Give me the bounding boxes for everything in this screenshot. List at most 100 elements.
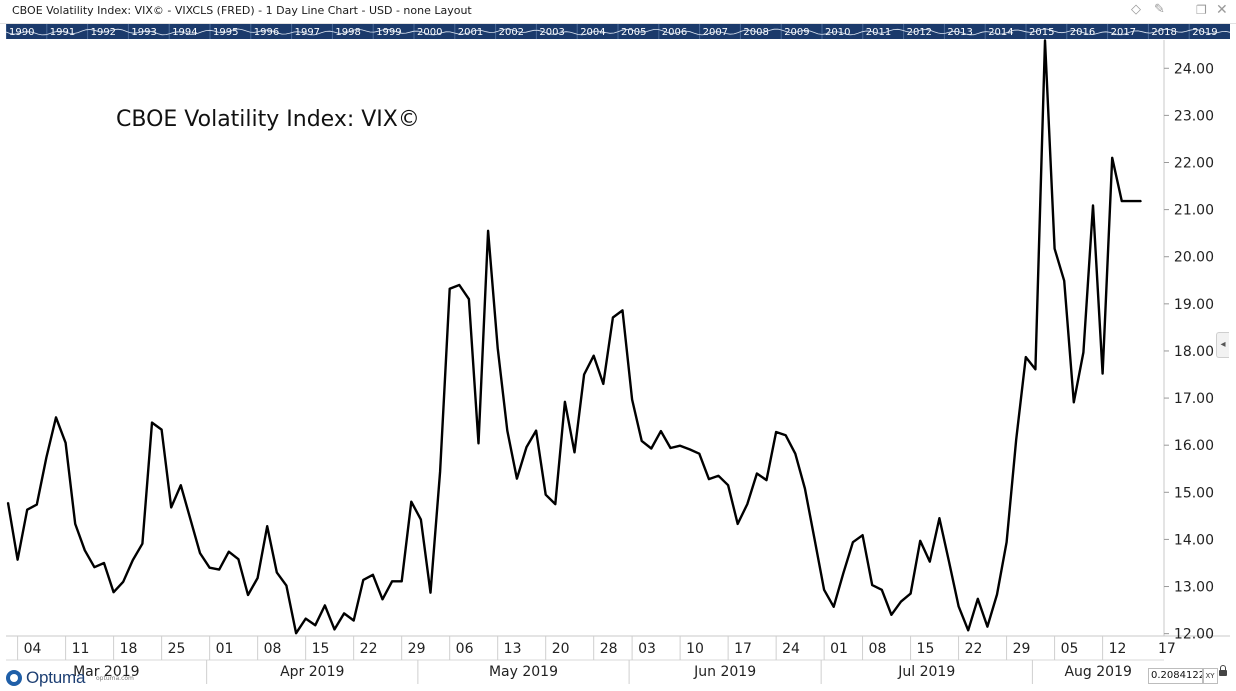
data-point bbox=[84, 549, 86, 552]
data-point bbox=[1082, 351, 1085, 354]
data-point bbox=[7, 501, 9, 504]
data-point bbox=[362, 579, 365, 581]
data-point bbox=[909, 592, 912, 595]
overview-year-label: 1997 bbox=[295, 27, 320, 38]
data-point bbox=[237, 558, 240, 560]
data-point bbox=[93, 566, 96, 568]
diamond-icon[interactable]: ◇ bbox=[1131, 2, 1141, 17]
overview-year-label: 2010 bbox=[825, 27, 850, 38]
restore-window-icon[interactable]: ❐ bbox=[1196, 3, 1207, 17]
y-tick-label: 13.00 bbox=[1174, 580, 1214, 596]
data-point bbox=[276, 571, 278, 574]
data-point bbox=[756, 472, 758, 475]
overview-year-label: 2004 bbox=[580, 27, 605, 38]
data-point bbox=[439, 470, 441, 473]
window-title: CBOE Volatility Index: VIX© - VIXCLS (FR… bbox=[12, 4, 472, 17]
overview-year-label: 1996 bbox=[254, 27, 279, 38]
data-point bbox=[141, 542, 144, 545]
optuma-logo-icon bbox=[6, 670, 22, 686]
data-point bbox=[304, 617, 307, 620]
x-tick-label: 25 bbox=[168, 641, 186, 657]
month-label: Mar 2019 bbox=[73, 664, 140, 680]
data-point bbox=[151, 421, 153, 424]
data-point bbox=[295, 632, 297, 634]
data-point bbox=[122, 581, 124, 583]
overview-year-label: 2005 bbox=[621, 27, 646, 38]
data-point bbox=[1063, 280, 1065, 282]
data-point bbox=[746, 503, 749, 505]
data-point bbox=[775, 431, 777, 433]
history-overview-bar[interactable]: 1990 1991 1992 1993 1994 1995 1996 1997 1998 1999… bbox=[6, 24, 1230, 39]
data-point bbox=[525, 446, 528, 448]
data-point bbox=[516, 477, 518, 480]
month-axis: Mar 2019 Apr 2019 May 2019 Jun 2019 Jul 2019… bbox=[73, 660, 1132, 684]
xy-toggle-button[interactable]: XY bbox=[1202, 668, 1218, 684]
data-point bbox=[45, 456, 48, 459]
y-tick-label: 19.00 bbox=[1174, 297, 1214, 313]
data-point bbox=[919, 540, 921, 542]
data-point bbox=[573, 451, 576, 454]
crosshair-value-readout: 0.2084122 bbox=[1148, 668, 1204, 684]
data-point bbox=[977, 598, 979, 600]
y-tick-label: 12.00 bbox=[1174, 627, 1214, 643]
y-tick-label: 20.00 bbox=[1174, 250, 1214, 266]
chevron-left-icon[interactable]: ◂ bbox=[1216, 332, 1229, 358]
data-point bbox=[564, 401, 566, 403]
data-point bbox=[804, 487, 806, 490]
overview-year-label: 2014 bbox=[988, 27, 1013, 38]
data-point bbox=[506, 429, 509, 432]
x-tick-label: 10 bbox=[686, 641, 704, 657]
data-point bbox=[199, 552, 201, 554]
data-point bbox=[736, 523, 739, 525]
data-point bbox=[1073, 401, 1075, 404]
x-axis-ticks: 04 11 18 25 01 08 15 22 29 06 13 20 28 03 10 17 24 01 08 15… bbox=[17, 636, 1176, 660]
data-point bbox=[621, 309, 624, 312]
y-tick-label: 18.00 bbox=[1174, 344, 1214, 360]
y-tick-label: 17.00 bbox=[1174, 391, 1214, 407]
data-point bbox=[324, 604, 326, 607]
overview-year-label: 2018 bbox=[1151, 27, 1176, 38]
optuma-logo: Optuma optuma.com bbox=[4, 667, 134, 689]
data-point bbox=[957, 605, 960, 608]
data-point bbox=[285, 584, 288, 587]
data-point bbox=[717, 475, 720, 477]
x-tick-label: 15 bbox=[917, 641, 935, 657]
data-point bbox=[333, 628, 336, 631]
data-point bbox=[64, 442, 67, 444]
x-tick-label: 24 bbox=[782, 641, 800, 657]
data-point bbox=[1130, 200, 1133, 202]
data-point bbox=[1005, 541, 1008, 543]
close-icon[interactable]: ✕ bbox=[1216, 2, 1228, 18]
data-point bbox=[650, 447, 653, 450]
data-point bbox=[592, 354, 595, 357]
overview-sparkline-path bbox=[6, 28, 1230, 36]
data-point bbox=[487, 230, 489, 232]
data-point bbox=[112, 591, 115, 593]
data-point bbox=[36, 503, 38, 506]
data-point bbox=[948, 560, 950, 563]
x-tick-label: 22 bbox=[360, 641, 378, 657]
lock-icon[interactable] bbox=[1219, 665, 1227, 676]
data-point bbox=[871, 584, 873, 586]
pin-icon[interactable]: ✎ bbox=[1154, 2, 1165, 17]
data-point bbox=[1053, 247, 1056, 250]
data-point bbox=[554, 503, 557, 505]
overview-year-label: 1991 bbox=[50, 27, 75, 38]
data-point bbox=[967, 629, 969, 632]
data-point bbox=[929, 560, 931, 563]
x-tick-label: 18 bbox=[120, 641, 138, 657]
data-point bbox=[448, 288, 451, 290]
x-tick-label: 29 bbox=[408, 641, 426, 657]
data-point bbox=[938, 517, 941, 519]
data-point bbox=[1111, 157, 1113, 159]
overview-year-label: 2006 bbox=[662, 27, 687, 38]
data-point bbox=[640, 440, 643, 442]
data-point bbox=[784, 434, 787, 437]
x-tick-label: 08 bbox=[869, 641, 887, 657]
data-point bbox=[189, 518, 192, 520]
data-point bbox=[900, 600, 902, 603]
data-point bbox=[1140, 200, 1142, 202]
x-tick-label: 15 bbox=[312, 641, 330, 657]
data-point bbox=[823, 589, 825, 591]
